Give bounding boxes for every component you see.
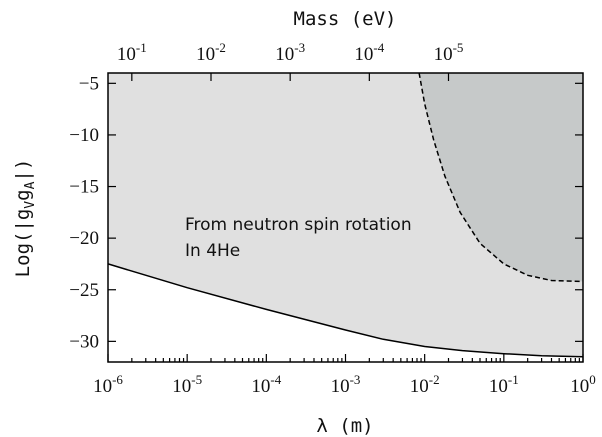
x-tick-label: 10-1 — [489, 372, 519, 397]
exclusion-curve-solid — [107, 263, 584, 358]
y-tick-label: −25 — [69, 280, 99, 301]
y-tick-label: −10 — [69, 125, 99, 146]
y-tick-label: −20 — [69, 228, 99, 249]
annotation-line-2: In 4He — [185, 241, 240, 261]
x-tick-label: 10-5 — [172, 372, 202, 397]
sensitivity-curve-dashed — [418, 72, 584, 283]
tick-labels: 10-6 10-5 10-4 10-3 10-2 10-1 100 10-1 10-2 10-3 1… — [69, 40, 595, 397]
top-axis-title: Mass (eV) — [294, 8, 397, 30]
x2-tick-label: 10-2 — [196, 40, 226, 65]
x-tick-label: 10-4 — [251, 372, 281, 397]
annotation-line-1: From neutron spin rotation — [185, 215, 412, 235]
y-tick-label: −15 — [69, 177, 99, 198]
y-axis-title: Log(|gVgA|) — [12, 159, 38, 278]
plot-fills — [108, 73, 583, 357]
x2-tick-label: 10-3 — [275, 40, 305, 65]
x-tick-label: 100 — [570, 372, 596, 397]
x2-tick-label: 10-4 — [354, 40, 384, 65]
x-axis-title: λ (m) — [316, 415, 373, 437]
x2-tick-label: 10-5 — [434, 40, 464, 65]
x-tick-label: 10-6 — [93, 372, 123, 397]
plot-curves — [107, 72, 584, 358]
ticks — [107, 73, 584, 362]
y-tick-label: −30 — [69, 331, 99, 352]
x-tick-label: 10-2 — [410, 372, 440, 397]
x2-tick-label: 10-1 — [117, 40, 147, 65]
y-tick-label: −5 — [79, 73, 99, 94]
projected-region-fill — [419, 73, 583, 282]
x-tick-label: 10-3 — [331, 372, 361, 397]
